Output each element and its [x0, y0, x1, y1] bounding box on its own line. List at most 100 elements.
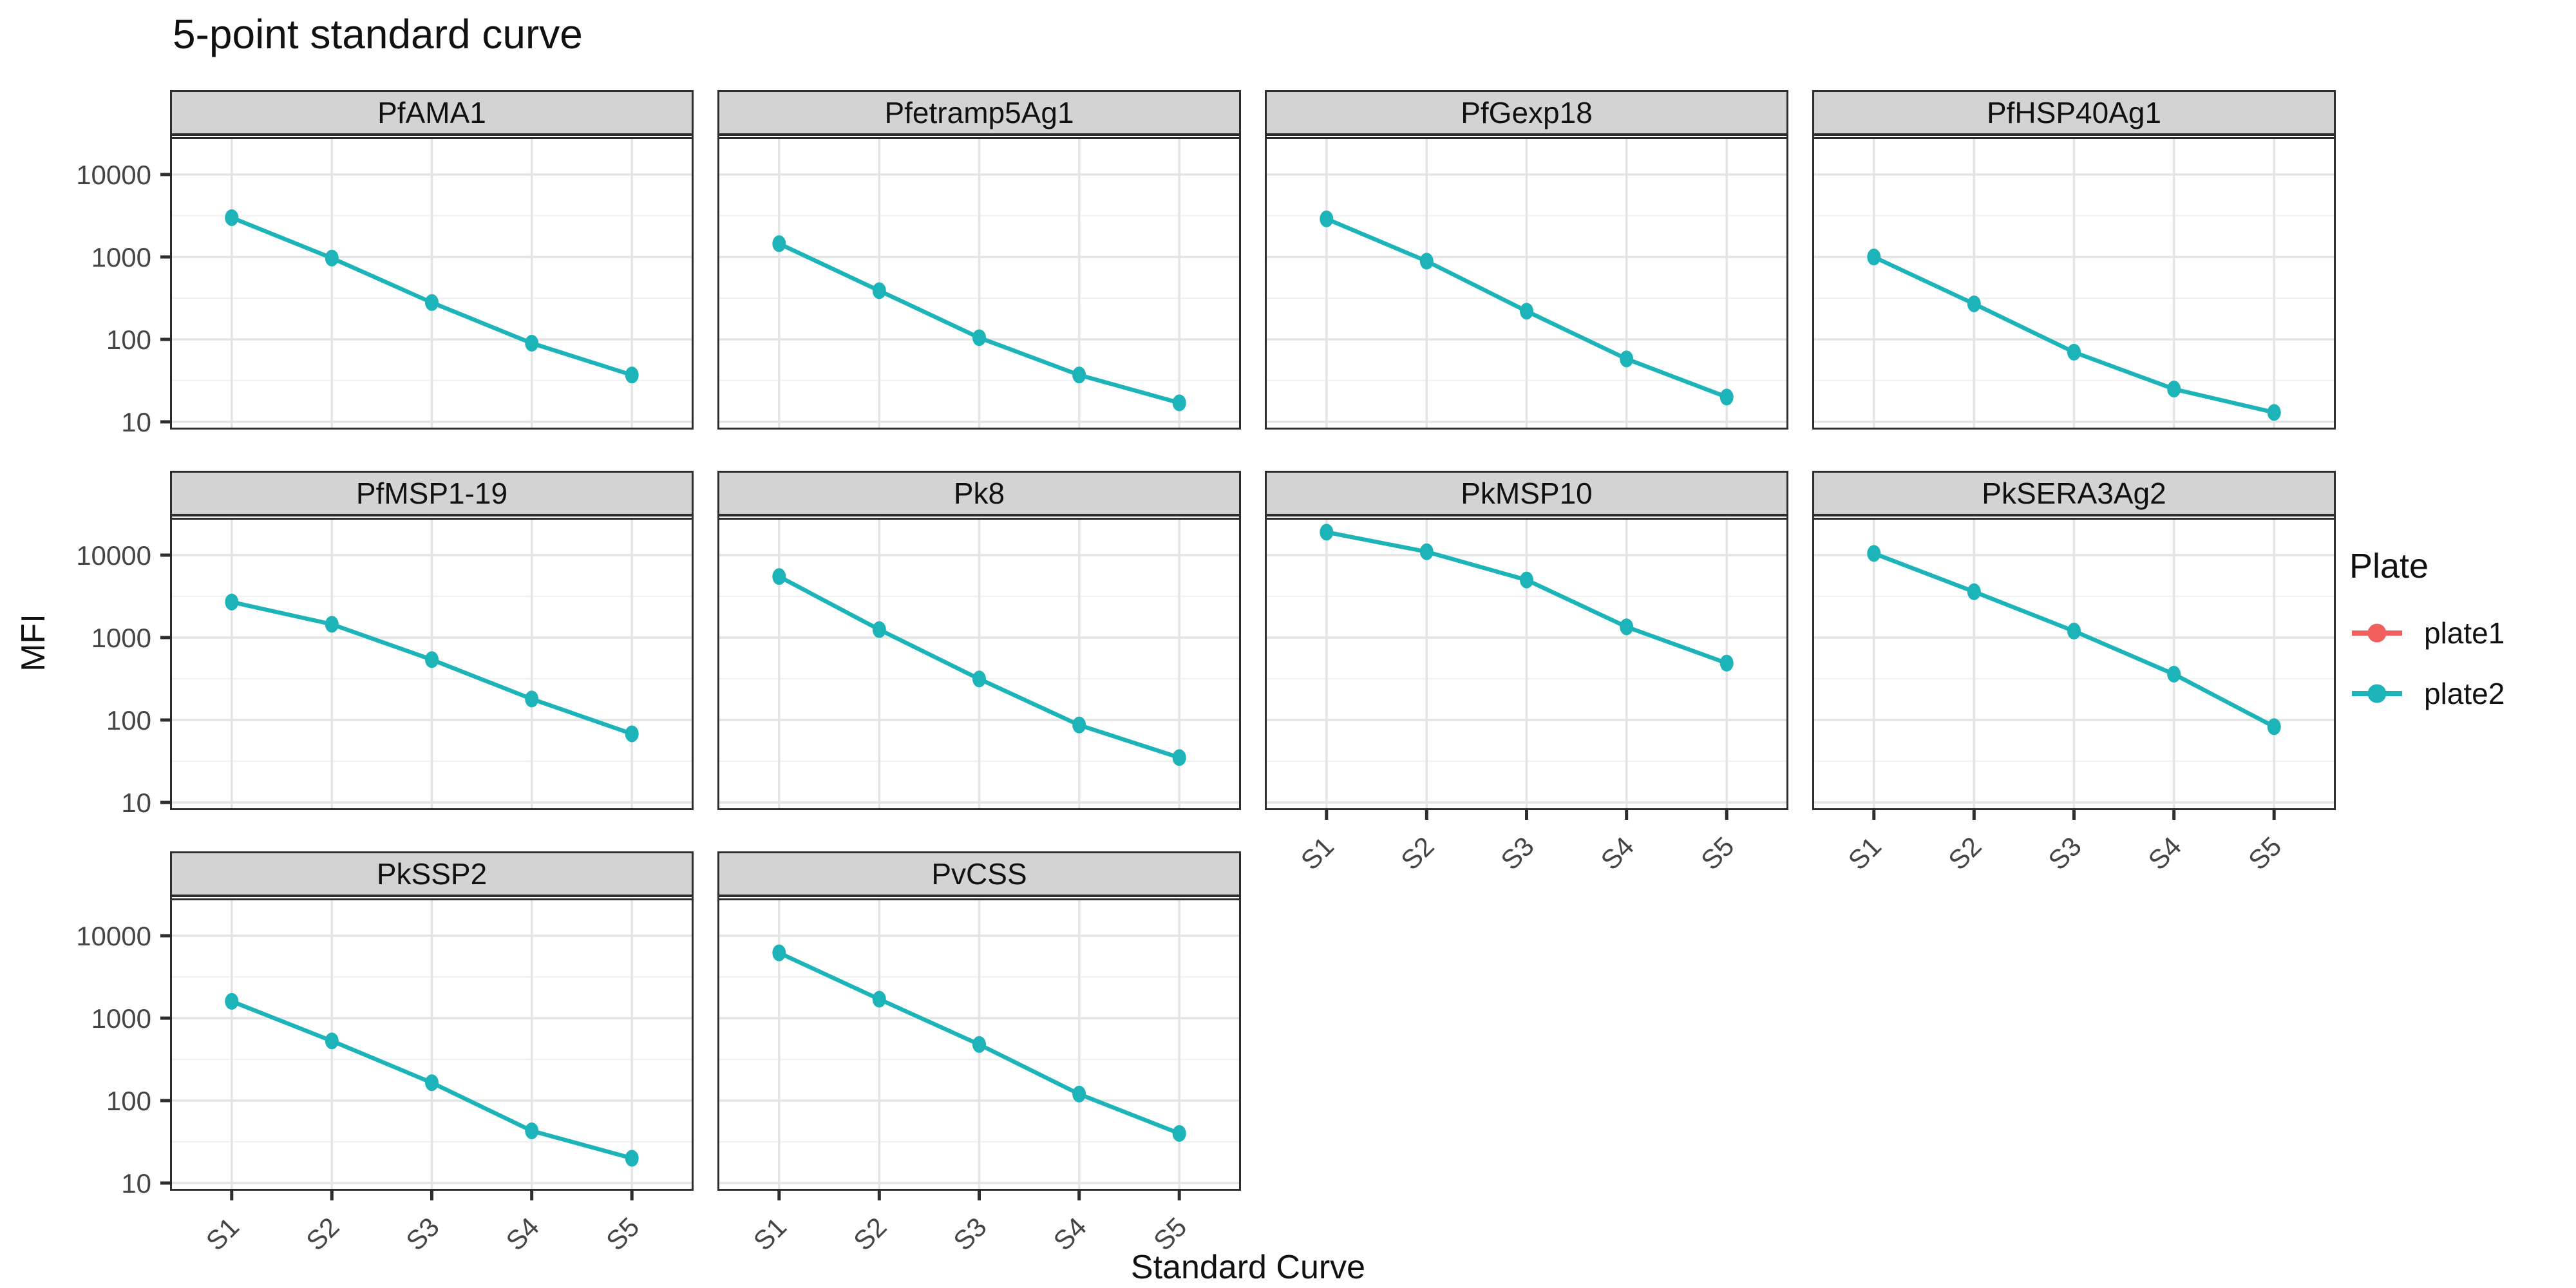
data-point [972, 1036, 986, 1053]
data-point [1867, 249, 1881, 266]
facet-strip: PfGexp18 [1267, 92, 1786, 136]
x-tick-label: S5 [2242, 831, 2287, 876]
facet-panel-PfGexp18: PfGexp18 [1265, 90, 1788, 430]
data-point [1967, 583, 1981, 600]
x-tick-label: S5 [1695, 831, 1740, 876]
data-point [2067, 343, 2081, 361]
y-tick-label: 10 [121, 1168, 151, 1198]
y-tick-label: 10 [121, 407, 151, 437]
panel-plot-area: S1 S2 S3 S4 S5 [1814, 518, 2334, 876]
data-point [1419, 543, 1434, 560]
data-point [972, 670, 986, 688]
data-point [225, 992, 239, 1010]
facet-strip: PvCSS [719, 853, 1239, 897]
data-point [625, 366, 639, 384]
data-point [625, 1150, 639, 1167]
panel-plot-svg: 10 100 1000 10000 [76, 520, 692, 818]
x-tick-label: S4 [2142, 831, 2187, 876]
facet-panel-PkSSP2: PkSSP2 10 100 1000 10000 S1 S2 S3 S4 S5 [76, 851, 694, 1256]
facet-label: Pk8 [953, 477, 1005, 510]
data-point [1419, 252, 1434, 270]
y-tick-label: 10000 [76, 160, 151, 190]
facet-panel-Pfetramp5Ag1: Pfetramp5Ag1 [717, 90, 1241, 430]
x-axis-title: Standard Curve [1130, 1249, 1366, 1286]
legend-item-label: plate2 [2424, 677, 2505, 710]
facet-panel-PfAMA1: PfAMA1 10 100 1000 10000 [76, 90, 694, 437]
data-point [1172, 749, 1186, 766]
x-tick-label: S2 [1942, 831, 1987, 876]
data-point [625, 725, 639, 743]
facet-panel-PvCSS: PvCSS S1 S2 S3 S4 S5 [717, 851, 1241, 1256]
data-point [1719, 654, 1734, 672]
data-point [1072, 716, 1086, 734]
data-point [1620, 350, 1634, 368]
facet-strip: PkMSP10 [1267, 473, 1786, 516]
panel-plot-svg: 10 100 1000 10000 [76, 139, 692, 437]
legend-item-plate1: plate1 [2349, 616, 2505, 650]
y-tick-label: 1000 [91, 242, 151, 272]
legend: Plate plate1 plate2 [2349, 546, 2505, 711]
panel-plot-svg [719, 520, 1239, 808]
legend-item-label: plate1 [2424, 616, 2505, 650]
facet-strip: PfAMA1 [172, 92, 692, 136]
facet-panel-Pk8: Pk8 [717, 471, 1241, 810]
legend-key-line-dot-icon [2352, 684, 2402, 703]
panel-plot-area: 10 100 1000 10000 S1 S2 S3 S4 S5 [76, 898, 692, 1256]
x-tick-label: S3 [2042, 831, 2087, 876]
data-point [872, 621, 886, 638]
data-point [2167, 665, 2181, 683]
facet-strip: PkSSP2 [172, 853, 692, 897]
data-point [1520, 303, 1533, 320]
panel-plot-svg: S1 S2 S3 S4 S5 [1814, 520, 2334, 876]
facet-label: PfGexp18 [1461, 96, 1593, 129]
data-point [872, 282, 886, 299]
data-point [525, 334, 539, 352]
panel-plot-svg: S1 S2 S3 S4 S5 [1267, 520, 1786, 876]
y-tick-label: 100 [106, 325, 151, 355]
legend-item-plate2: plate2 [2349, 676, 2505, 711]
panel-plot-area: 10 100 1000 10000 [76, 137, 692, 437]
x-tick-label: S3 [1495, 831, 1540, 876]
data-point [425, 1074, 439, 1092]
x-tick-label: S1 [1295, 831, 1340, 876]
y-tick-label: 1000 [91, 1003, 151, 1034]
facet-strip: Pk8 [719, 473, 1239, 516]
facet-label: PkMSP10 [1461, 477, 1593, 510]
facet-strip: PfHSP40Ag1 [1814, 92, 2334, 136]
panel-plot-svg: S1 S2 S3 S4 S5 [719, 900, 1239, 1256]
x-tick-label: S2 [1395, 831, 1440, 876]
data-point [2267, 718, 2281, 735]
panel-plot-svg [1267, 139, 1786, 428]
data-point [772, 235, 786, 252]
panel-plot-svg [1814, 139, 2334, 428]
data-point [1320, 524, 1334, 541]
legend-key-line-dot-icon [2352, 623, 2402, 643]
facet-label: PkSSP2 [376, 857, 488, 891]
y-tick-label: 100 [106, 705, 151, 735]
data-point [1520, 571, 1533, 589]
y-tick-label: 100 [106, 1086, 151, 1116]
facet-strip: PfMSP1-19 [172, 473, 692, 516]
facet-panel-PfMSP1-19: PfMSP1-19 10 100 1000 10000 [76, 471, 694, 818]
legend-title: Plate [2349, 547, 2429, 585]
facet-strip: PkSERA3Ag2 [1814, 473, 2334, 516]
panel-plot-svg [719, 139, 1239, 428]
panel-plot-area [1814, 137, 2334, 428]
y-axis-title: MFI [15, 614, 52, 672]
facet-label: PvCSS [931, 857, 1027, 891]
facet-label: PfMSP1-19 [355, 477, 508, 510]
panel-plot-area: S1 S2 S3 S4 S5 [719, 898, 1239, 1256]
data-point [1172, 1124, 1186, 1142]
data-point [1719, 388, 1734, 406]
data-point [525, 690, 539, 708]
data-point [2167, 381, 2181, 398]
y-tick-label: 1000 [91, 623, 151, 653]
data-point [872, 990, 886, 1008]
data-point [225, 593, 239, 611]
panel-plot-area [1267, 137, 1786, 428]
data-point [2267, 404, 2281, 421]
facet-label: PfHSP40Ag1 [1986, 96, 2162, 129]
data-point [325, 616, 339, 633]
panel-plot-area: S1 S2 S3 S4 S5 [1267, 518, 1786, 876]
